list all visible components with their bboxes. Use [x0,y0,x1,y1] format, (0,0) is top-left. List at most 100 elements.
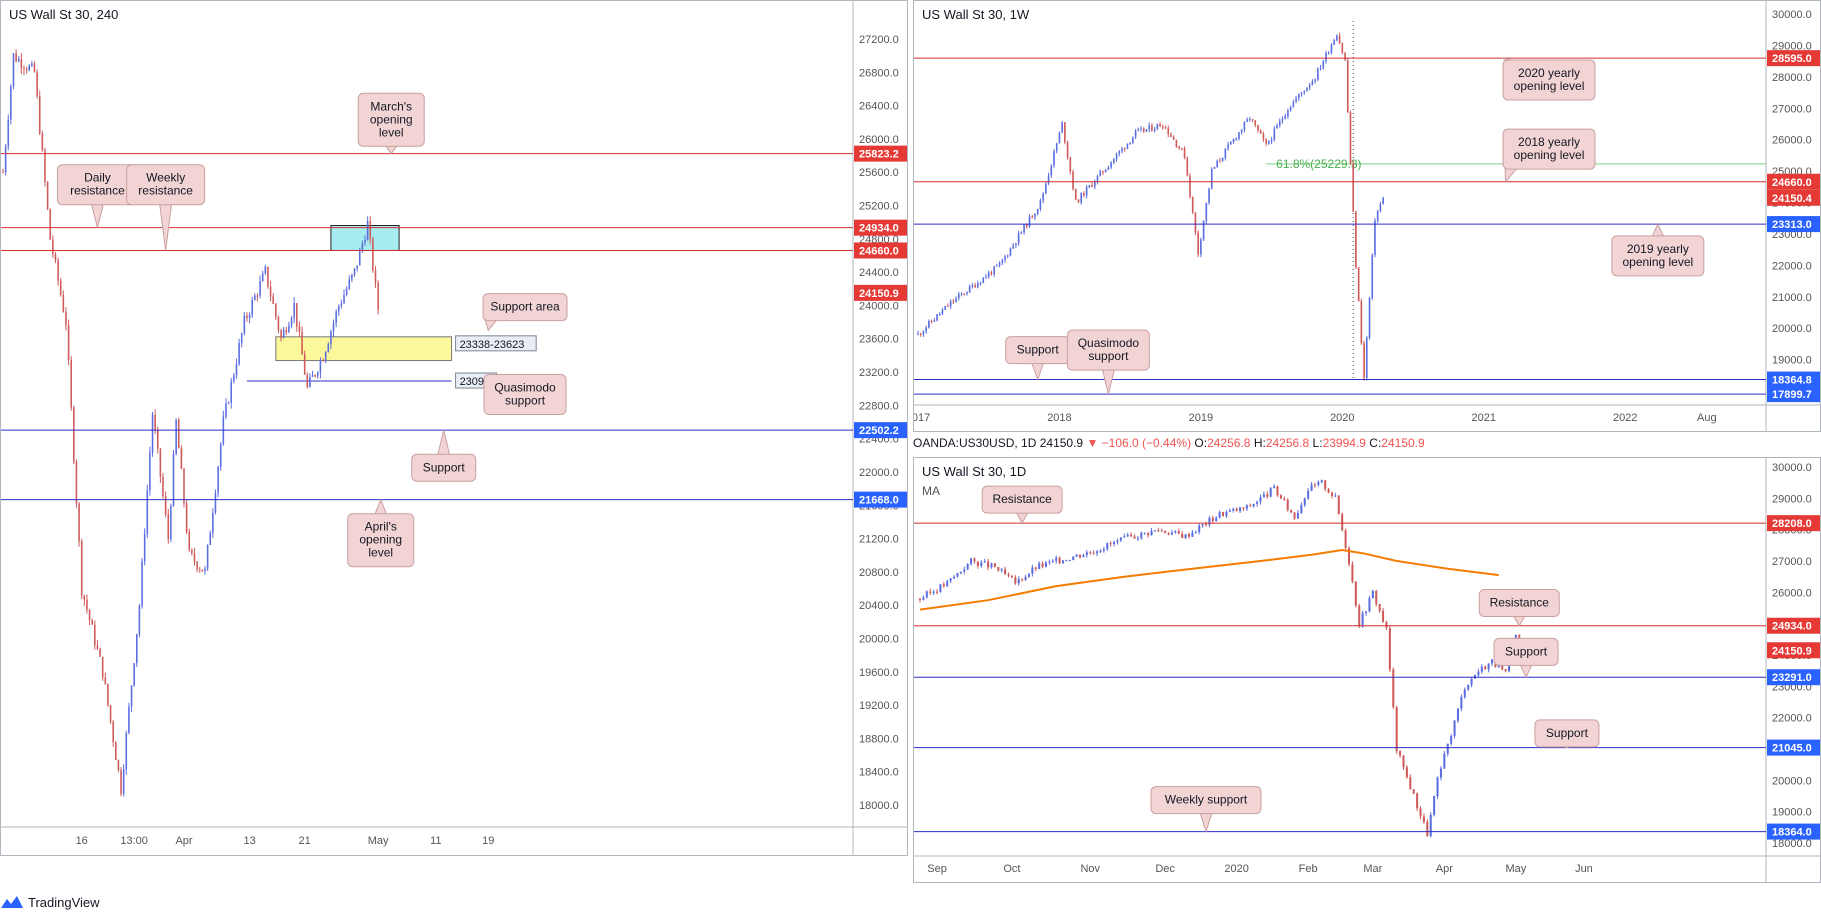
candle-body [1074,188,1077,200]
candle-body [159,448,162,477]
callout-text: level [379,125,404,139]
candle-body [949,578,952,581]
callout-box [1502,128,1596,170]
candle-body [1191,532,1194,537]
candle-body [319,360,322,373]
h4-chart-title: US Wall St 30, 240 [9,7,119,22]
chart-panel-d1[interactable]: 30000.029000.028000.027000.026000.025000… [913,457,1821,883]
price-level-tag-bg [854,145,907,162]
candle-body [1429,814,1432,837]
candle-body [1242,507,1245,509]
candle-body [1371,255,1374,298]
h4-y-tick-label: 24400.0 [859,267,899,279]
candle-body [1115,153,1118,159]
candle-body [1202,220,1205,240]
candle-body [138,606,141,635]
candle-body [246,315,248,319]
candle-body [1069,157,1072,172]
candle-body [1300,505,1303,513]
candle-body [966,292,968,295]
w1-y-tick-label: 28000.0 [1772,72,1812,84]
candle-body [282,329,285,338]
candle-body [1015,243,1017,246]
candle-body [1167,533,1170,535]
candle-body [327,344,330,352]
candle-body [1017,233,1020,244]
candle-body [1197,232,1199,255]
candle-body [1330,492,1334,497]
candle-body [358,249,361,266]
d1-chart-svg[interactable]: 30000.029000.028000.027000.026000.025000… [914,458,1821,883]
candle-body [1148,125,1151,130]
w1-y-tick-label: 21000.0 [1772,292,1812,304]
h4-chart-svg[interactable]: 27200.0 26800.0 26400.0 26000.0 25600.0 25200… [1,1,908,856]
candle-body [930,320,933,322]
candle-body [75,461,78,504]
candle-body [1153,129,1156,131]
candle-body [928,320,930,328]
candle-body [1109,543,1112,545]
candle-body [230,381,233,403]
h4-y-tick-label: 25200.0 [859,201,899,213]
candle-body [919,333,922,335]
candle-body [25,69,28,71]
candle-body [1058,132,1061,144]
candle-body [1080,193,1083,203]
candle-body [1290,509,1293,513]
w1-chart-svg[interactable]: 30000.029000.028000.027000.026000.025000… [914,1,1821,432]
level-tag: 23092 [460,376,491,388]
candle-body [933,320,936,322]
candle-body [1273,486,1276,489]
candle-body [1467,684,1470,690]
callout-box [1478,588,1560,617]
current-price-tag: 24150.4 [1772,193,1813,205]
price-level-tag: 22502.2 [859,425,899,437]
candle-body [959,571,962,574]
chart-panel-h4[interactable]: 27200.0 26800.0 26400.0 26000.0 25600.0 25200… [0,0,908,856]
candle-body [1194,531,1197,533]
candle-body [1187,534,1191,537]
info-high: 24256.8 [1265,436,1310,450]
price-level-tag: 18364.8 [1772,375,1812,387]
candle-body [1038,563,1041,569]
candle-body [1357,267,1360,302]
price-level-tag: 28208.0 [1772,518,1812,530]
candle-body [1375,590,1378,605]
price-level-tag-bg [1767,386,1820,403]
candle-body [301,331,303,355]
candle-body [1269,488,1272,497]
candle-body [303,354,306,375]
candle-body [86,599,88,610]
candle-body [1374,220,1376,256]
candle-body [1368,598,1371,612]
callout-text: April's [365,520,397,534]
candle-body [1273,128,1276,140]
w1-y-tick-label: 19000.0 [1772,355,1812,367]
info-last: 24150.9 [1039,436,1084,450]
candle-body [1349,112,1352,164]
candle-body [251,300,253,315]
candle-body [1278,120,1281,126]
d1-x-tick-label: Oct [1003,863,1020,875]
candle-body [1143,532,1146,534]
candle-body [1170,532,1173,535]
candle-body [115,742,117,761]
candle-body [49,208,52,240]
candle-body [122,768,125,794]
tradingview-footer[interactable]: TradingView [0,890,100,914]
candle-body [1020,232,1023,234]
candle-body [925,591,928,598]
price-level-tag: 24934.0 [1772,621,1812,633]
candle-body [993,266,995,275]
candle-body [125,732,128,769]
candle-body [1436,777,1439,797]
chart-panel-w1[interactable]: 30000.0 29000.0 28000.0 27000.0 26000.0 25000… [913,0,1821,432]
callout-text: opening [370,112,413,126]
callout-text: Support [1017,343,1060,357]
candle-body [340,303,343,306]
candle-body [1079,554,1082,558]
candle-body [1224,148,1227,158]
candle-body [1208,517,1211,525]
candle-body [198,569,201,571]
candle-body [62,295,65,312]
